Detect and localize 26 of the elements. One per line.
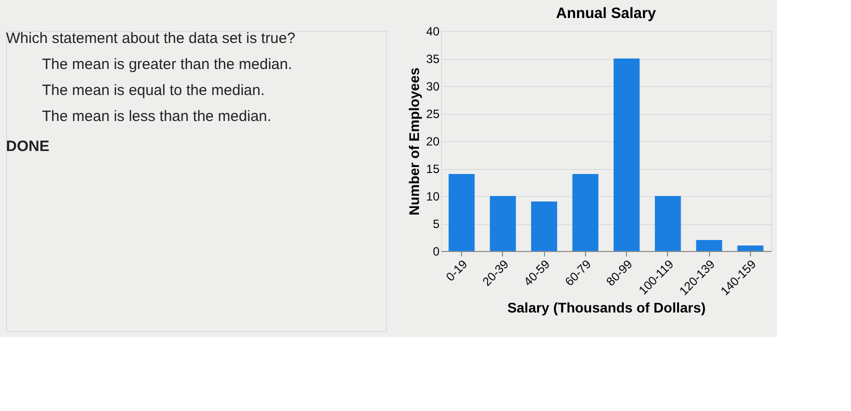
x-axis-title: Salary (Thousands of Dollars) [507, 299, 706, 316]
text: The mean is less than the median. [42, 108, 272, 125]
y-tick-label: 5 [432, 217, 440, 231]
bar [448, 174, 475, 251]
y-tick-label: 0 [432, 244, 440, 258]
text: DONE [6, 138, 50, 155]
text: The mean is greater than the median. [42, 56, 292, 73]
text: The mean is equal to the median. [42, 82, 265, 99]
y-tick-label: 15 [426, 162, 440, 176]
bar [654, 196, 681, 251]
bar [531, 202, 558, 251]
y-tick-label: 20 [426, 134, 440, 148]
y-tick-label: 25 [426, 107, 440, 121]
y-tick-label: 40 [426, 24, 440, 38]
bar [572, 174, 598, 251]
bar [490, 196, 516, 251]
y-tick-label: 10 [426, 190, 440, 204]
y-axis-title: Number of Employees [406, 67, 422, 216]
y-tick-label: 35 [426, 52, 440, 66]
text: Which statement about the data set is true? [6, 30, 296, 47]
bar [737, 246, 764, 251]
bar [696, 240, 722, 251]
bar [614, 58, 640, 251]
chart-title: Annual Salary [556, 5, 657, 22]
x-tick-label: 0-19 [443, 256, 470, 284]
y-tick-label: 30 [426, 80, 440, 94]
